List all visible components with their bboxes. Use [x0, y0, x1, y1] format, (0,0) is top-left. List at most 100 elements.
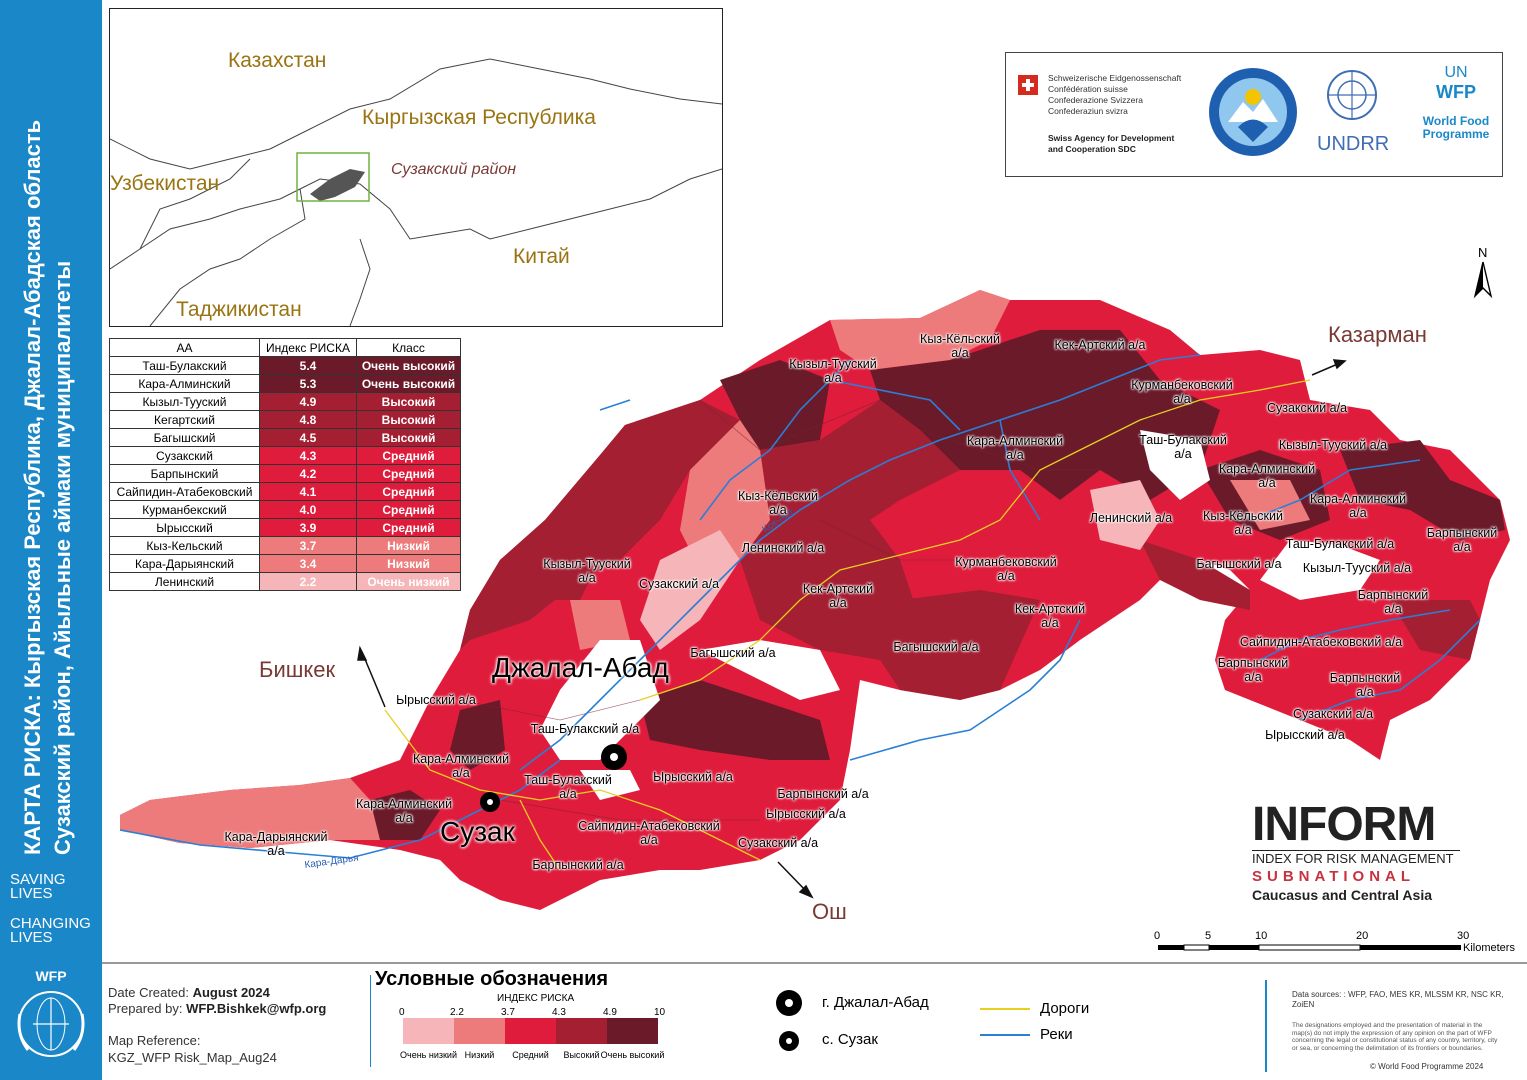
- aa-label-line: а/а: [1453, 540, 1471, 554]
- wfp-logo-text: WFP: [35, 968, 67, 984]
- aa-label-line: Таш-Булакский: [524, 773, 612, 787]
- aa-label-kek-art-n: Кек-Артский а/а: [1055, 338, 1146, 352]
- aa-label-leninsky-c: Ленинский а/а: [742, 541, 824, 555]
- undrr-emblem-icon: [1327, 70, 1377, 120]
- slogan-changing: CHANGING: [10, 915, 91, 932]
- legend-class-label: Средний: [512, 1050, 549, 1060]
- legend-class-swatch: [454, 1018, 505, 1044]
- legend-city-small: с. Сузак: [822, 1031, 878, 1048]
- aa-label-line: Кара-Алминский: [412, 752, 510, 766]
- aa-label-line: Багышский а/а: [893, 640, 979, 654]
- risk-table-aa-name: Таш-Булакский: [109, 356, 260, 375]
- aa-label-line: а/а: [1349, 506, 1367, 520]
- inset-label-uzbekistan: Узбекистан: [110, 172, 220, 195]
- aa-label-line: Барпынский: [1426, 526, 1498, 540]
- aa-label-kara-darya: Кара-Дарыянский а/а: [224, 830, 327, 858]
- inset-district-shape: [310, 169, 365, 201]
- footer-date-label: Date Created:: [108, 985, 189, 1000]
- risk-table-row: Барпынский 4.2 Средний: [109, 464, 461, 483]
- risk-table-aa-name: Курманбекский: [109, 500, 260, 519]
- footer-prepared: Prepared by: WFP.Bishkek@wfp.org: [108, 1001, 326, 1017]
- city-label-bishkek: Бишкек: [259, 657, 336, 682]
- un-wfp-wfp: WFP: [1436, 82, 1476, 102]
- aa-label-line: а/а: [1173, 392, 1191, 406]
- inform-logo-main: INFORM: [1252, 798, 1436, 851]
- legend-city-symbols: [776, 990, 802, 1051]
- aa-label-bagysh-s: Багышский а/а: [893, 640, 978, 654]
- wfp-wreath-icon: [17, 991, 85, 1057]
- city-label-kazarman: Казарман: [1328, 322, 1427, 347]
- aa-label-line: а/а: [1244, 670, 1262, 684]
- aa-label-line: а/а: [997, 569, 1015, 583]
- kyrgyz-emblem-icon: [1209, 68, 1297, 156]
- footer-ref-value: KGZ_WFP Risk_Map_Aug24: [108, 1050, 277, 1065]
- aa-label-line: Кыз-Кёльский: [920, 332, 1000, 346]
- risk-table-row: Багышский 4.5 Высокий: [109, 428, 461, 447]
- risk-table-aa-name: Сузакский: [109, 446, 260, 465]
- legend-class-swatch: [403, 1018, 454, 1044]
- legend-break-label: 4.3: [552, 1007, 566, 1018]
- data-sources: Data sources: : WFP, FAO, MES KR, MLSSM …: [1292, 990, 1504, 1009]
- scale-tick-label: 10: [1255, 930, 1268, 942]
- risk-table-index-value: 4.9: [259, 392, 357, 411]
- aa-label-kara-alma-sw: Кара-Алминский а/а: [356, 797, 452, 825]
- risk-table-index-value: 3.9: [259, 518, 357, 537]
- risk-table-aa-name: Кызыл-Тууский: [109, 392, 260, 411]
- inform-logo: INFORM INDEX FOR RISK MANAGEMENT SUBNATI…: [1252, 800, 1462, 904]
- aa-label-line: Сайпидин-Атабековский: [578, 819, 720, 833]
- legend-class-label: Очень низкий: [400, 1050, 457, 1060]
- risk-table-row: Сайпидин-Атабековский 4.1 Средний: [109, 482, 461, 501]
- aa-label-kek-art-c: Кек-Артский а/а: [803, 582, 873, 610]
- aa-label-barpyn-e4: Барпынский а/а: [1330, 671, 1400, 699]
- aa-label-kurmanbek-ne: Курманбековский а/а: [1131, 378, 1233, 406]
- aa-label-kyz-kel-c: Кыз-Кёльский а/а: [738, 489, 818, 517]
- region-high-2: [760, 400, 960, 520]
- aa-label-tash-bulak-s1: Таш-Булакский а/а: [531, 722, 640, 736]
- copyright: © World Food Programme 2024: [1370, 1062, 1484, 1071]
- aa-label-line: а/а: [395, 811, 413, 825]
- aa-label-line: Сузакский а/а: [1266, 401, 1348, 415]
- hole-3: [1140, 430, 1210, 500]
- aa-label-line: Кара-Алминский: [355, 797, 453, 811]
- aa-label-line: Ырысский а/а: [396, 693, 476, 707]
- legend-class-swatch: [505, 1018, 556, 1044]
- aa-label-line: а/а: [640, 833, 658, 847]
- aa-label-line: Барпынский: [1357, 588, 1429, 602]
- aa-label-line: а/а: [1041, 616, 1059, 630]
- risk-table-class: Низкий: [356, 536, 461, 555]
- wfp-logo: WFP: [8, 968, 94, 1072]
- risk-table-row: Кегартский 4.8 Высокий: [109, 410, 461, 429]
- scale-tick-label: 30: [1457, 930, 1470, 942]
- main-map: N Кок-Арт Кара-Дарья: [119, 245, 1510, 910]
- aa-label-line: Таш-Булакский а/а: [1285, 537, 1395, 551]
- aa-label-line: а/а: [452, 766, 470, 780]
- risk-table-class: Средний: [356, 500, 461, 519]
- aa-label-bagysh-e: Багышский а/а: [1196, 557, 1281, 571]
- legend-class-label: Низкий: [464, 1050, 495, 1060]
- scale-unit: Kilometers: [1463, 942, 1515, 954]
- aa-label-yrys-s: Ырысский а/а: [653, 770, 733, 784]
- aa-label-line: Сузакский а/а: [1292, 707, 1374, 721]
- aa-label-line: Кек-Артский: [1014, 602, 1086, 616]
- aa-label-kek-art-s: Кек-Артский а/а: [1015, 602, 1085, 630]
- city-label-osh: Ош: [812, 899, 847, 924]
- scale-tick-label: 20: [1356, 930, 1369, 942]
- aa-label-line: Кыз-Кёльский: [1203, 509, 1283, 523]
- risk-table-aa-name: Кара-Дарыянский: [109, 554, 260, 573]
- undrr-text: UNDRR: [1317, 133, 1390, 155]
- legend-class-label: Высокий: [563, 1050, 600, 1060]
- risk-table-row: Кара-Алминский 5.3 Очень высокий: [109, 374, 461, 393]
- aa-label-tash-bulak-c: Таш-Булакский а/а: [1139, 433, 1227, 461]
- footer-prepared-value: WFP.Bishkek@wfp.org: [186, 1001, 327, 1016]
- risk-table-aa-name: Кыз-Кельский: [109, 536, 260, 555]
- aa-label-suzak-se: Сузакский а/а: [1293, 707, 1373, 721]
- risk-table-aa-name: Кара-Алминский: [109, 374, 260, 393]
- risk-table-class: Очень высокий: [356, 374, 461, 393]
- risk-table-aa-name: Сайпидин-Атабековский: [109, 482, 260, 501]
- aa-label-line: а/а: [824, 371, 842, 385]
- aa-label-line: Багышский а/а: [1196, 557, 1282, 571]
- region-very-high-6: [450, 700, 505, 770]
- inset-label-tajikistan: Таджикистан: [176, 298, 302, 321]
- risk-table-row: Кызыл-Тууский 4.9 Высокий: [109, 392, 461, 411]
- risk-table-index-value: 4.2: [259, 464, 357, 483]
